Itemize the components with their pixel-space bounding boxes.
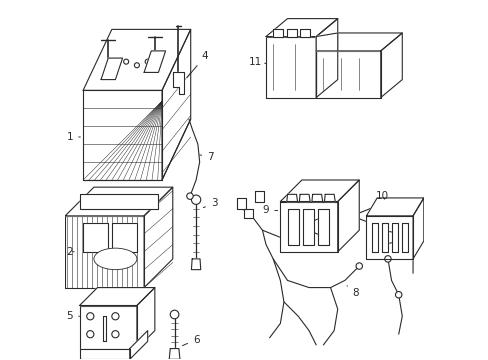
Polygon shape [273, 30, 283, 37]
Polygon shape [302, 209, 314, 244]
Polygon shape [401, 223, 407, 252]
Circle shape [186, 193, 193, 199]
Polygon shape [324, 194, 335, 202]
Text: 9: 9 [262, 206, 277, 216]
Polygon shape [83, 90, 162, 180]
Polygon shape [172, 72, 183, 94]
Polygon shape [255, 191, 264, 202]
Polygon shape [237, 198, 246, 209]
Polygon shape [83, 223, 108, 252]
Text: 10: 10 [375, 191, 388, 201]
Polygon shape [300, 30, 310, 37]
Circle shape [355, 263, 362, 269]
Polygon shape [65, 187, 172, 216]
Polygon shape [366, 216, 412, 259]
Text: 2: 2 [66, 247, 74, 257]
Polygon shape [299, 194, 309, 202]
Polygon shape [144, 187, 172, 288]
Polygon shape [65, 216, 144, 288]
Circle shape [112, 330, 119, 338]
Polygon shape [80, 288, 155, 306]
Polygon shape [162, 30, 190, 180]
Polygon shape [137, 288, 155, 348]
Polygon shape [244, 209, 253, 218]
Polygon shape [311, 194, 322, 202]
Polygon shape [129, 330, 147, 359]
Text: 3: 3 [203, 198, 217, 208]
Polygon shape [265, 37, 316, 98]
Polygon shape [265, 19, 337, 37]
Circle shape [191, 195, 201, 204]
Polygon shape [391, 223, 398, 252]
Circle shape [384, 256, 390, 262]
Polygon shape [337, 180, 359, 252]
Text: 1: 1 [66, 132, 80, 142]
Polygon shape [412, 198, 423, 259]
Polygon shape [287, 209, 299, 244]
Text: 4: 4 [187, 51, 208, 77]
Circle shape [86, 313, 94, 320]
Polygon shape [101, 58, 122, 80]
Circle shape [383, 231, 395, 243]
Polygon shape [80, 306, 137, 348]
Circle shape [123, 59, 128, 64]
Polygon shape [366, 198, 423, 216]
Polygon shape [80, 348, 129, 359]
Polygon shape [316, 19, 337, 98]
Polygon shape [371, 223, 378, 252]
Text: 8: 8 [346, 286, 358, 298]
Text: 7: 7 [199, 152, 213, 162]
Polygon shape [316, 33, 402, 51]
Polygon shape [286, 194, 297, 202]
Circle shape [312, 227, 319, 233]
Polygon shape [112, 223, 137, 252]
Circle shape [170, 310, 179, 319]
Polygon shape [169, 348, 180, 359]
Circle shape [395, 292, 401, 298]
Text: 6: 6 [182, 334, 199, 346]
Circle shape [86, 330, 94, 338]
Polygon shape [280, 202, 337, 252]
Circle shape [112, 313, 119, 320]
Text: 11: 11 [248, 57, 265, 67]
Polygon shape [280, 180, 359, 202]
Polygon shape [83, 30, 190, 90]
Polygon shape [144, 51, 165, 72]
Polygon shape [80, 194, 158, 209]
Polygon shape [286, 30, 296, 37]
Polygon shape [380, 33, 402, 98]
Polygon shape [381, 223, 387, 252]
Circle shape [311, 219, 327, 234]
Polygon shape [317, 209, 329, 244]
Polygon shape [191, 259, 201, 270]
Polygon shape [102, 316, 106, 341]
Circle shape [145, 59, 150, 64]
Text: 5: 5 [66, 311, 80, 321]
Polygon shape [316, 33, 337, 51]
Ellipse shape [94, 248, 137, 270]
Circle shape [134, 63, 139, 68]
Polygon shape [316, 51, 380, 98]
